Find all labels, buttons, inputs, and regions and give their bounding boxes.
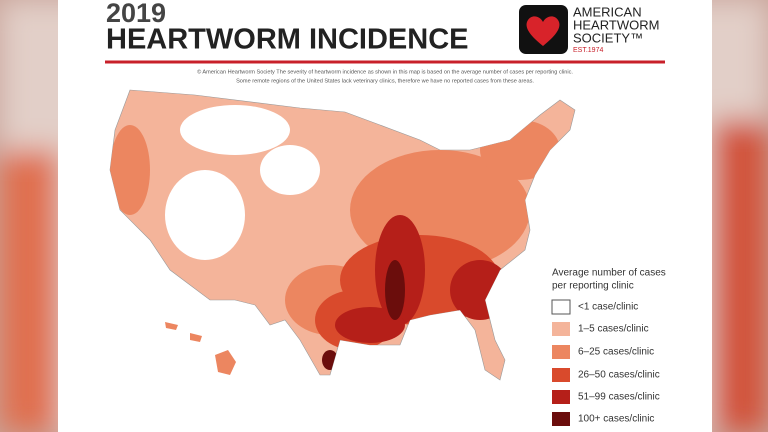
bg-left: [0, 150, 60, 432]
hawaii: [215, 350, 236, 375]
legend-swatch: [552, 368, 570, 382]
legend-swatch: [552, 345, 570, 359]
logo-text: AMERICAN: [573, 4, 642, 19]
hawaii: [190, 333, 202, 342]
region-mid: [110, 125, 150, 215]
region-low: [260, 145, 320, 195]
legend-swatch: [552, 390, 570, 404]
region-very-high: [335, 307, 405, 343]
legend-title: per reporting clinic: [552, 281, 634, 292]
logo-est: EST.1974: [573, 47, 603, 54]
logo-text: SOCIETY™: [573, 30, 643, 45]
legend: Average number of cases per reporting cl…: [551, 268, 666, 426]
logo-text: HEARTWORM: [573, 17, 659, 32]
legend-label: 26–50 cases/clinic: [578, 370, 660, 381]
bg-right: [712, 120, 768, 432]
legend-label: 51–99 cases/clinic: [578, 392, 660, 403]
legend-label: 6–25 cases/clinic: [578, 347, 654, 358]
hawaii: [165, 322, 178, 330]
legend-title: Average number of cases: [552, 268, 666, 279]
year: 2019: [106, 0, 166, 28]
region-low: [165, 170, 245, 260]
caption: Some remote regions of the United States…: [236, 78, 534, 84]
legend-swatch: [552, 412, 570, 426]
title: HEARTWORM INCIDENCE: [106, 24, 469, 56]
logo-heart: [526, 16, 560, 46]
legend-label: <1 case/clinic: [578, 302, 638, 313]
legend-swatch: [551, 299, 571, 315]
caption: © American Heartworm Society The severit…: [197, 68, 573, 75]
region-low: [180, 105, 290, 155]
region-extreme: [385, 260, 405, 320]
legend-swatch: [552, 322, 570, 336]
legend-label: 1–5 cases/clinic: [578, 324, 649, 335]
legend-label: 100+ cases/clinic: [578, 414, 654, 425]
